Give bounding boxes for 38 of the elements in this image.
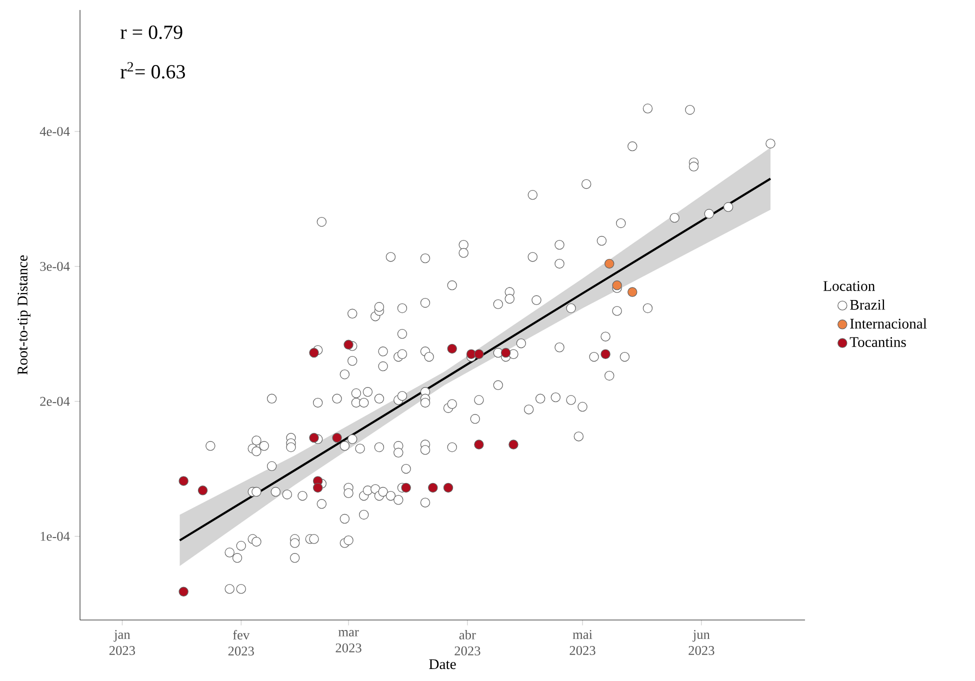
point [309,348,319,358]
x-axis-title: Date [429,659,456,670]
point [443,482,454,493]
point [344,340,354,350]
point [628,287,638,297]
point [401,482,411,493]
y-axis-title: Root-to-tip Distance [18,255,30,375]
annotation: r$^{2}$= 0.63 [120,62,185,79]
point [198,486,208,496]
legend-label: Internacional [850,318,927,329]
x-tick-label: mar 2023 [336,630,362,652]
point [428,482,438,493]
y-tick-label: 1e-04 [40,532,70,541]
x-tick-label: fev 2023 [228,630,254,656]
y-tick-label: 3e-04 [40,262,70,271]
legend-label: Brazil [850,299,886,310]
point [474,349,484,359]
point [447,344,457,354]
point [309,432,319,443]
x-tick-label: jun 2023 [688,630,714,655]
point [474,440,484,450]
point [500,348,511,358]
point [612,280,622,290]
x-tick-label: abr 2023 [454,630,480,656]
legend-label: Tocantins [850,337,906,348]
point [178,476,188,486]
point [600,349,610,359]
annotation: r = 0.79 [120,26,182,40]
x-tick-label: mai 2023 [570,630,596,655]
point [604,258,614,269]
point [312,482,323,493]
point [508,440,518,450]
point [332,432,342,443]
x-tick-label: jan 2023 [109,630,136,655]
y-tick-label: 4e-04 [40,126,70,136]
point [178,586,188,597]
y-tick-label: 2e-04 [40,396,70,406]
legend-title: Location [823,281,875,291]
